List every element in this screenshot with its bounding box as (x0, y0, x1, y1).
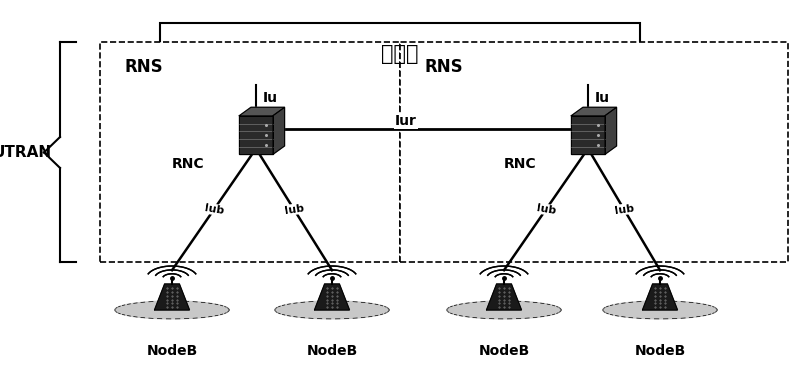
Polygon shape (154, 284, 190, 310)
Text: RNS: RNS (124, 58, 162, 76)
Text: Iu: Iu (594, 91, 610, 105)
Text: Iub: Iub (614, 203, 634, 216)
Polygon shape (314, 284, 350, 310)
Text: NodeB: NodeB (634, 344, 686, 358)
Text: Iu: Iu (262, 91, 278, 105)
Text: Iub: Iub (535, 203, 557, 216)
Text: Iur: Iur (395, 114, 417, 128)
Text: UTRAN: UTRAN (0, 145, 52, 160)
Polygon shape (275, 301, 389, 319)
Text: NodeB: NodeB (306, 344, 358, 358)
Text: RNC: RNC (503, 157, 536, 171)
Polygon shape (603, 301, 717, 319)
FancyBboxPatch shape (160, 23, 640, 85)
Polygon shape (486, 284, 522, 310)
Text: NodeB: NodeB (146, 344, 198, 358)
Text: NodeB: NodeB (478, 344, 530, 358)
Polygon shape (273, 107, 285, 154)
Polygon shape (571, 116, 605, 154)
Polygon shape (239, 116, 273, 154)
Polygon shape (571, 107, 617, 116)
Text: RNC: RNC (171, 157, 204, 171)
FancyBboxPatch shape (100, 42, 400, 262)
Polygon shape (115, 301, 229, 319)
Text: RNS: RNS (424, 58, 462, 76)
Polygon shape (642, 284, 678, 310)
Polygon shape (239, 107, 285, 116)
Text: Iub: Iub (283, 203, 305, 216)
Polygon shape (605, 107, 617, 154)
Text: Iub: Iub (203, 203, 225, 216)
Text: 核心网: 核心网 (382, 44, 418, 64)
Polygon shape (447, 301, 561, 319)
FancyBboxPatch shape (400, 42, 788, 262)
